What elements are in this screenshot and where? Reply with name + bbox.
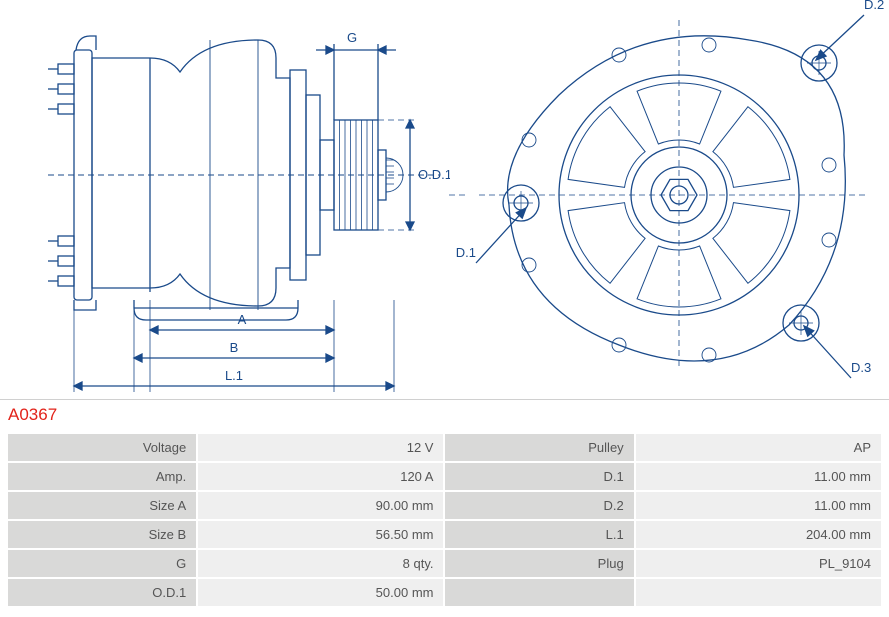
spec-value: 8 qty. — [197, 549, 444, 578]
svg-text:B: B — [230, 340, 239, 355]
svg-text:L.1: L.1 — [225, 368, 243, 383]
svg-text:D.3: D.3 — [851, 360, 871, 375]
spec-label: G — [7, 549, 197, 578]
spec-label: Size B — [7, 520, 197, 549]
spec-value: 11.00 mm — [635, 462, 882, 491]
spec-label: Voltage — [7, 433, 197, 462]
specs-table: Voltage12 VPulleyAP Amp.120 AD.111.00 mm S… — [7, 433, 882, 607]
spec-label: L.1 — [444, 520, 634, 549]
spec-label: D.2 — [444, 491, 634, 520]
spec-label: Size A — [7, 491, 197, 520]
spec-value: 12 V — [197, 433, 444, 462]
spec-value: 90.00 mm — [197, 491, 444, 520]
spec-value: PL_9104 — [635, 549, 882, 578]
spec-label: Plug — [444, 549, 634, 578]
spec-label: D.1 — [444, 462, 634, 491]
spec-value: 204.00 mm — [635, 520, 882, 549]
spec-value: 11.00 mm — [635, 491, 882, 520]
spec-label: O.D.1 — [7, 578, 197, 607]
svg-text:D.1: D.1 — [456, 245, 476, 260]
right-view-drawing: D.1 D.2 D.3 — [449, 0, 889, 400]
part-number: A0367 — [0, 400, 889, 433]
svg-text:G: G — [347, 30, 357, 45]
spec-value: 56.50 mm — [197, 520, 444, 549]
spec-label: Pulley — [444, 433, 634, 462]
spec-value — [635, 578, 882, 607]
svg-text:O.D.1: O.D.1 — [418, 167, 450, 182]
svg-text:A: A — [238, 312, 247, 327]
spec-label: Amp. — [7, 462, 197, 491]
spec-value: AP — [635, 433, 882, 462]
svg-text:D.2: D.2 — [864, 0, 884, 12]
spec-label — [444, 578, 634, 607]
left-view-drawing: G O.D.1 AB L.1 — [0, 0, 450, 400]
spec-value: 120 A — [197, 462, 444, 491]
technical-drawing: G O.D.1 AB L.1 D.1 D.2 D.3 — [0, 0, 889, 400]
spec-value: 50.00 mm — [197, 578, 444, 607]
